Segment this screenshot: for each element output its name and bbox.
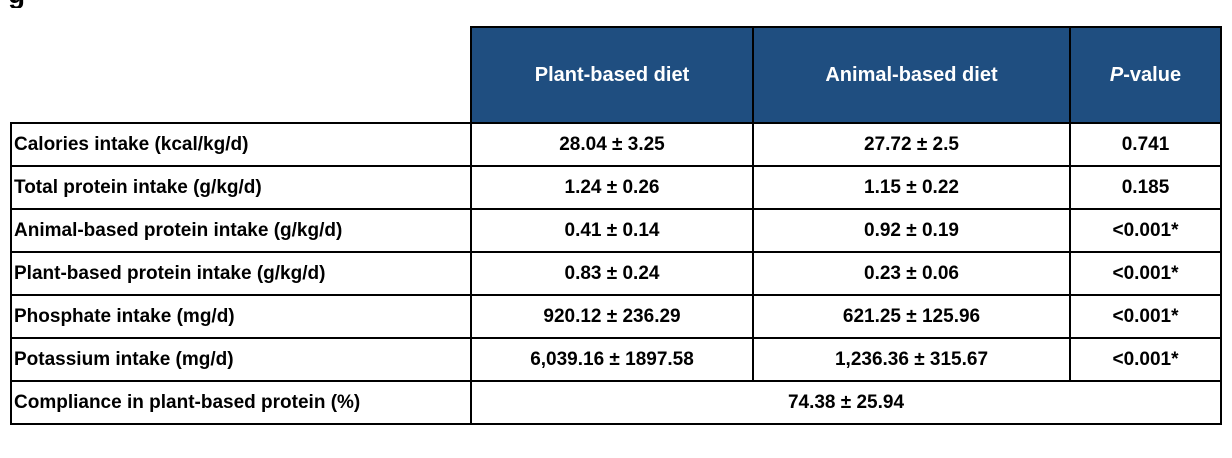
plant-value: 28.04 ± 3.25 [470, 122, 754, 167]
header-row: Plant-based diet Animal-based diet P-val… [11, 26, 1222, 124]
header-p-italic: P [1109, 64, 1124, 86]
animal-value: 621.25 ± 125.96 [752, 294, 1071, 339]
header-plant-based-diet: Plant-based diet [470, 26, 754, 124]
header-corner-cell [11, 27, 472, 124]
p-value: 0.185 [1069, 165, 1222, 210]
p-value: <0.001* [1069, 294, 1222, 339]
table-row: Total protein intake (g/kg/d) 1.24 ± 0.2… [10, 165, 1222, 210]
p-value: 0.741 [1069, 122, 1222, 167]
table-row: Calories intake (kcal/kg/d) 28.04 ± 3.25… [10, 122, 1222, 167]
p-value: <0.001* [1069, 208, 1222, 253]
header-p-value: P-value [1069, 26, 1222, 124]
table-row: Potassium intake (mg/d) 6,039.16 ± 1897.… [10, 337, 1222, 382]
animal-value: 0.92 ± 0.19 [752, 208, 1071, 253]
row-label: Plant-based protein intake (g/kg/d) [10, 251, 472, 296]
compliance-value: 74.38 ± 25.94 [470, 380, 1222, 425]
row-label: Animal-based protein intake (g/kg/d) [10, 208, 472, 253]
plant-value: 1.24 ± 0.26 [470, 165, 754, 210]
clipped-title-fragment: g [0, 0, 300, 8]
plant-value: 6,039.16 ± 1897.58 [470, 337, 754, 382]
animal-value: 1,236.36 ± 315.67 [752, 337, 1071, 382]
p-value: <0.001* [1069, 251, 1222, 296]
animal-value: 27.72 ± 2.5 [752, 122, 1071, 167]
header-p-rest: -value [1123, 64, 1182, 86]
row-label: Calories intake (kcal/kg/d) [10, 122, 472, 167]
row-label: Total protein intake (g/kg/d) [10, 165, 472, 210]
row-label: Potassium intake (mg/d) [10, 337, 472, 382]
animal-value: 0.23 ± 0.06 [752, 251, 1071, 296]
header-animal-based-diet: Animal-based diet [752, 26, 1071, 124]
title-fragment-text: g [8, 0, 25, 8]
animal-value: 1.15 ± 0.22 [752, 165, 1071, 210]
table-row: Animal-based protein intake (g/kg/d) 0.4… [10, 208, 1222, 253]
table-row: Plant-based protein intake (g/kg/d) 0.83… [10, 251, 1222, 296]
plant-value: 0.83 ± 0.24 [470, 251, 754, 296]
compliance-row: Compliance in plant-based protein (%) 74… [10, 380, 1222, 425]
plant-value: 0.41 ± 0.14 [470, 208, 754, 253]
nutrition-comparison-table: Plant-based diet Animal-based diet P-val… [10, 26, 1222, 425]
p-value: <0.001* [1069, 337, 1222, 382]
plant-value: 920.12 ± 236.29 [470, 294, 754, 339]
compliance-label: Compliance in plant-based protein (%) [10, 380, 472, 425]
table-row: Phosphate intake (mg/d) 920.12 ± 236.29 … [10, 294, 1222, 339]
row-label: Phosphate intake (mg/d) [10, 294, 472, 339]
